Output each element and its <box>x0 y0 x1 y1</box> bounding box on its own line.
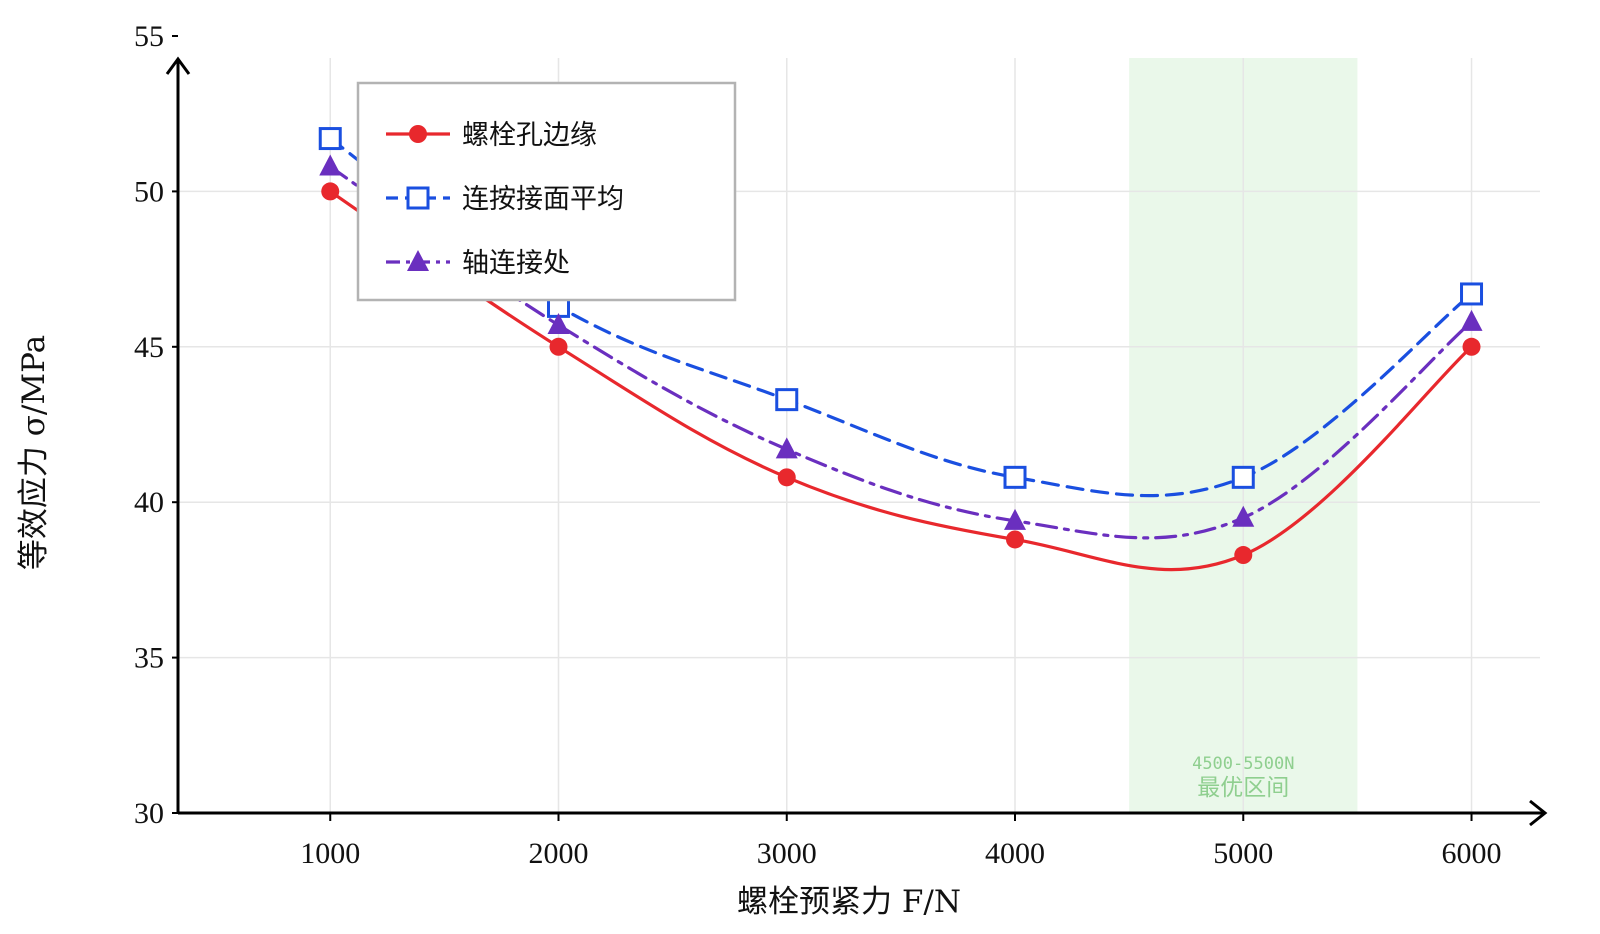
x-tick-label-6000: 6000 <box>1442 837 1502 870</box>
y-axis-title: 等效应力 σ/MPa <box>16 335 52 570</box>
x-tick-label-4000: 4000 <box>985 837 1045 870</box>
y-tick-label-40: 40 <box>134 486 164 519</box>
x-axis-title: 螺栓预紧力 F/N <box>737 884 961 920</box>
y-tick-label-45: 45 <box>134 331 164 364</box>
series-3-point-1000 <box>319 154 342 176</box>
y-tick-label-55: 55 <box>134 20 164 53</box>
legend-marker-1 <box>409 125 427 143</box>
legend-label-1: 螺栓孔边缘 <box>462 120 597 151</box>
x-tick-label-3000: 3000 <box>757 837 817 870</box>
series-1-point-2000 <box>549 337 568 356</box>
x-tick-label-1000: 1000 <box>300 837 360 870</box>
series-1-point-1000 <box>321 182 340 201</box>
series-2-point-3000 <box>775 388 799 412</box>
x-tick-label-5000: 5000 <box>1213 837 1273 870</box>
y-axis-arrow <box>165 56 191 75</box>
series-line-1 <box>328 189 1474 572</box>
y-tick-label-50: 50 <box>134 175 164 208</box>
legend-marker-3 <box>407 250 429 271</box>
x-tick-label-2000: 2000 <box>529 837 589 870</box>
series-1-point-4000 <box>1006 530 1025 549</box>
series-2-point-6000 <box>1460 282 1484 306</box>
y-tick-label-35: 35 <box>134 642 164 675</box>
label-layer: 30 35 40 45 50 55 1000 2000 3000 4000 5000 6000 螺栓预紧… <box>16 20 1502 920</box>
series-2-point-1000 <box>318 127 342 151</box>
series-3-point-4000 <box>1004 508 1027 530</box>
series-3-point-2000 <box>547 313 570 335</box>
series-3-point-6000 <box>1460 309 1483 331</box>
series-3-point-5000 <box>1232 505 1255 527</box>
legend-label-3: 轴连接处 <box>462 248 570 279</box>
grid-layer <box>178 58 1540 813</box>
series-1-point-3000 <box>777 468 796 487</box>
axis-layer <box>165 35 1548 827</box>
series-2-point-5000 <box>1231 465 1255 489</box>
legend-marker-2 <box>406 186 430 210</box>
series-2-point-4000 <box>1003 465 1027 489</box>
x-axis-arrow <box>1529 799 1548 827</box>
series-1-point-6000 <box>1462 337 1481 356</box>
y-tick-label-30: 30 <box>134 797 164 830</box>
legend-label-2: 连按接面平均 <box>462 184 624 215</box>
series-1-point-5000 <box>1234 546 1253 565</box>
series-line-3 <box>328 164 1474 540</box>
series-3-point-3000 <box>775 437 798 459</box>
